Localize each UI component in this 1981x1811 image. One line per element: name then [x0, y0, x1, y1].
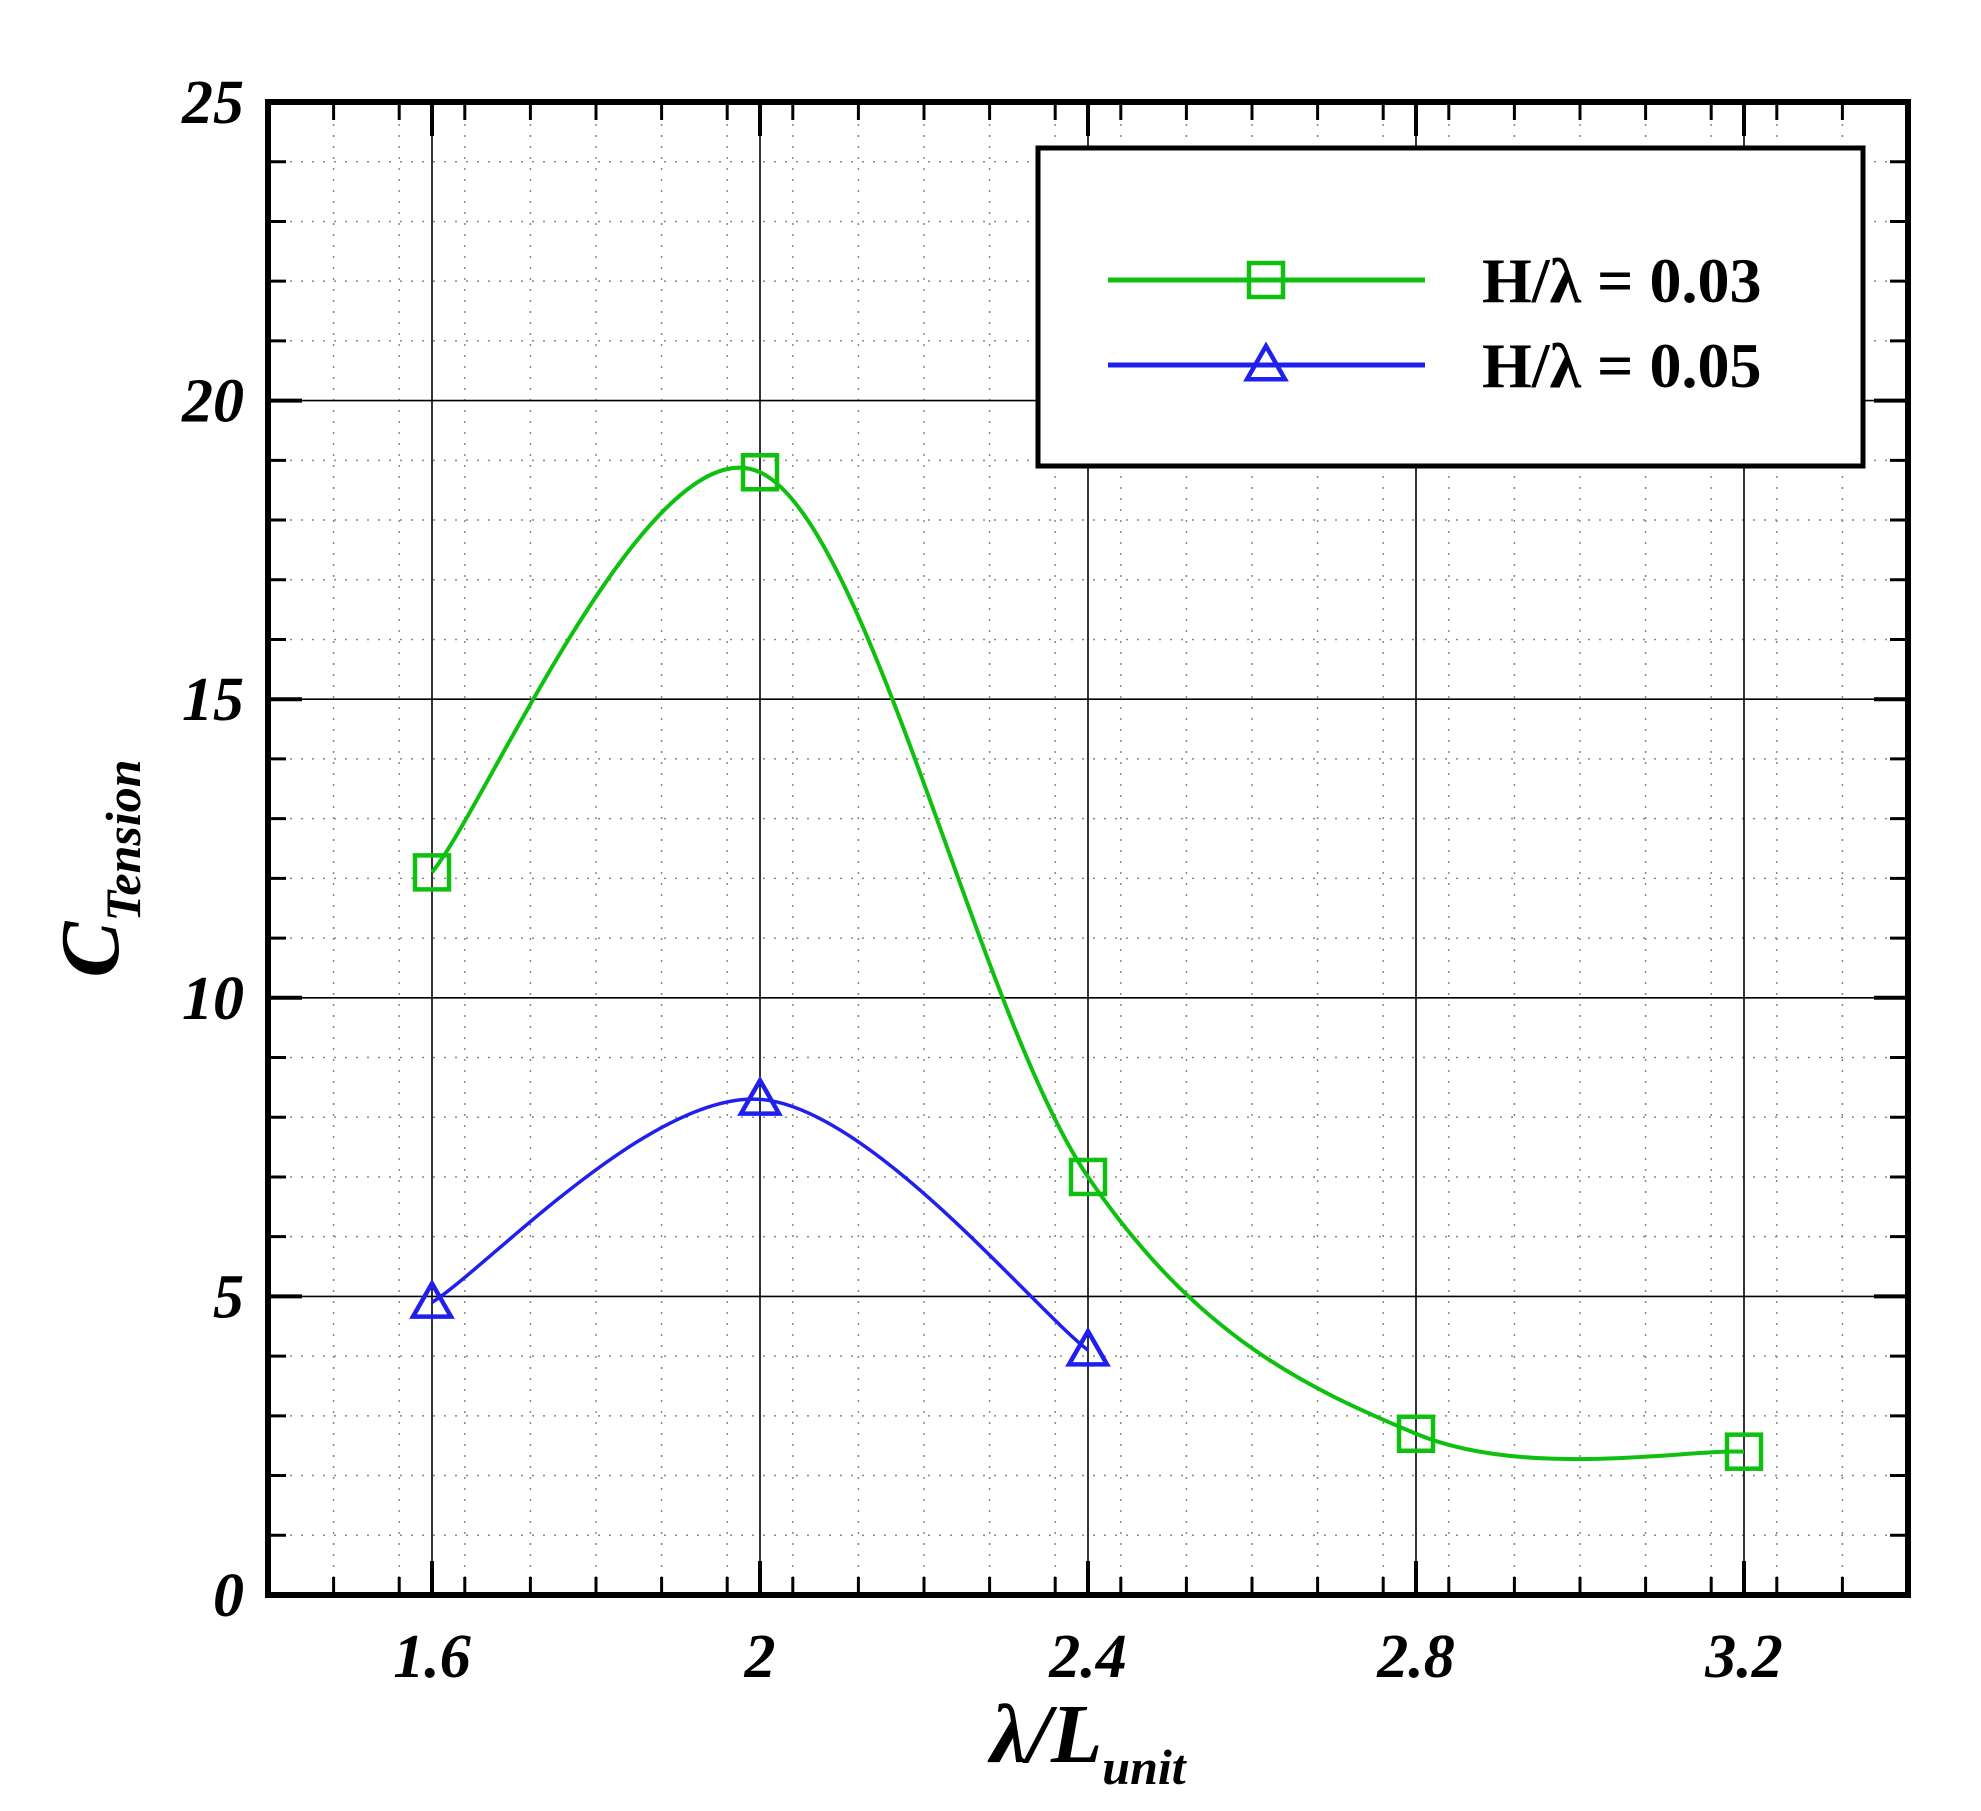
legend-box [1035, 145, 1866, 469]
y-tick-label: 20 [181, 368, 244, 436]
y-axis-title-main: C [44, 921, 137, 978]
series-2 [409, 1075, 1111, 1367]
legend-entry: H/λ = 0.03 [1108, 245, 1761, 316]
legend-marker [1243, 341, 1289, 382]
data-point [740, 453, 780, 492]
x-tick-label: 2 [744, 1623, 776, 1691]
y-axis-title: CTension [44, 759, 151, 977]
series-1 [412, 453, 1764, 1471]
x-tick-label: 3.2 [1704, 1623, 1783, 1691]
legend-label: H/λ = 0.03 [1482, 245, 1761, 316]
legend-entries: H/λ = 0.03 H/λ = 0.05 [1108, 245, 1761, 401]
data-point [409, 1278, 455, 1319]
ticks [268, 100, 1908, 1597]
y-tick-label: 5 [213, 1263, 244, 1331]
x-tick-label: 2.8 [1376, 1623, 1455, 1691]
series-layer [409, 453, 1764, 1471]
data-point [1068, 1157, 1108, 1197]
y-tick-label: 25 [181, 69, 244, 137]
x-axis-title: λ/Lunit [987, 1688, 1187, 1795]
y-axis-title-sub: Tension [95, 759, 151, 921]
data-point [737, 1075, 783, 1116]
data-point [1396, 1414, 1436, 1454]
series-line [431, 1097, 1090, 1352]
legend-entry: H/λ = 0.05 [1108, 330, 1761, 401]
y-tick-label: 15 [182, 666, 244, 734]
legend: H/λ = 0.03 H/λ = 0.05 [1035, 145, 1866, 469]
x-tick-label: 2.4 [1048, 1623, 1127, 1691]
x-tick-label: 1.6 [393, 1623, 471, 1691]
x-axis-title-sub: unit [1102, 1739, 1188, 1795]
data-point [1065, 1326, 1111, 1367]
data-point [1724, 1432, 1764, 1471]
data-point [412, 853, 452, 892]
y-tick-label: 0 [213, 1562, 244, 1630]
series-line [430, 466, 1745, 1462]
x-axis-title-main: λ/L [987, 1688, 1102, 1781]
legend-label: H/λ = 0.05 [1482, 330, 1761, 401]
legend-marker [1246, 260, 1286, 300]
axis-tick-labels: 1.6 2 2.4 2.8 3.2 0 5 10 15 20 25 [181, 69, 1783, 1691]
y-tick-label: 10 [182, 965, 244, 1033]
